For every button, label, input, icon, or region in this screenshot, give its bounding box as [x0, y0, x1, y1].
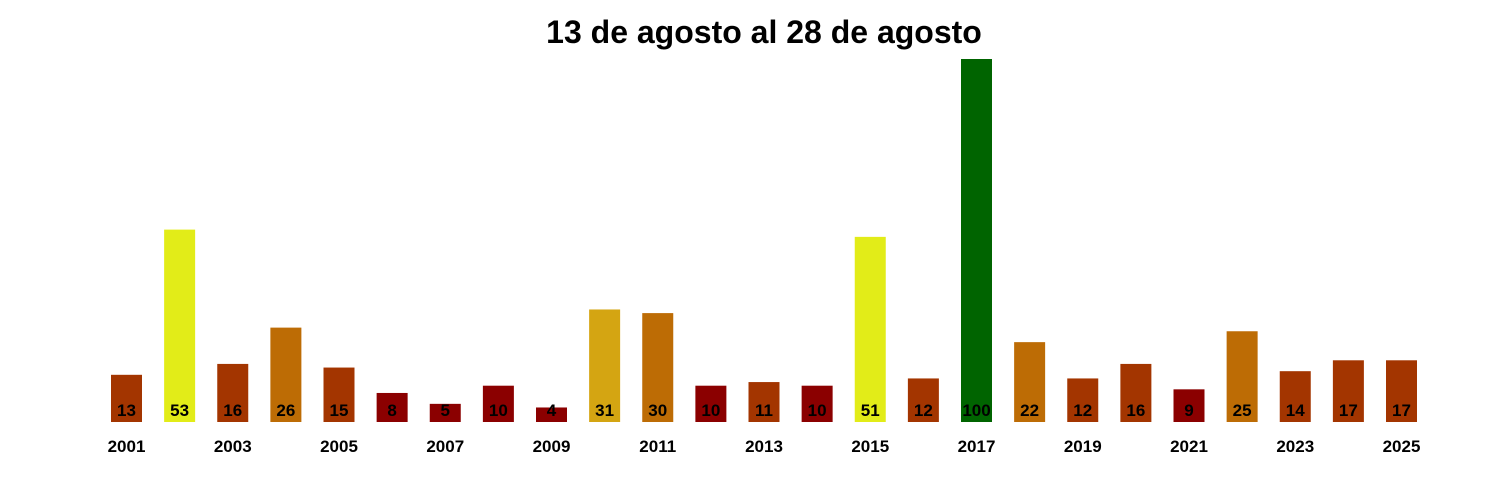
bar-value-label-2014: 10 — [808, 401, 827, 420]
x-tick-label-2025: 2025 — [1383, 437, 1421, 456]
bar-value-label-2012: 10 — [701, 401, 720, 420]
bar-2002 — [164, 229, 196, 422]
bar-2014 — [801, 385, 833, 422]
x-tick-label-2023: 2023 — [1276, 437, 1314, 456]
bar-2010 — [589, 309, 621, 422]
bar-2022 — [1226, 331, 1258, 422]
bar-2008 — [482, 385, 514, 422]
bars-group — [111, 59, 1417, 422]
x-tick-label-2007: 2007 — [426, 437, 464, 456]
bar-2024 — [1332, 360, 1364, 422]
bar-2003 — [217, 363, 249, 422]
bar-2004 — [270, 327, 302, 422]
bar-value-label-2001: 13 — [117, 401, 136, 420]
bar-value-label-2021: 9 — [1184, 401, 1193, 420]
bar-value-label-2018: 22 — [1020, 401, 1039, 420]
x-tick-label-2001: 2001 — [108, 437, 146, 456]
x-tick-label-2011: 2011 — [639, 437, 676, 456]
bar-2016 — [907, 378, 939, 422]
bar-2025 — [1386, 360, 1417, 422]
x-tick-label-2019: 2019 — [1064, 437, 1102, 456]
bar-2019 — [1067, 378, 1099, 422]
bar-value-label-2003: 16 — [223, 401, 242, 420]
bar-2011 — [642, 313, 674, 422]
bar-2007 — [429, 403, 461, 422]
bar-value-label-2017: 100 — [962, 401, 990, 420]
x-tick-label-2017: 2017 — [958, 437, 996, 456]
bar-2001 — [111, 374, 142, 422]
bar-2023 — [1279, 371, 1311, 422]
x-tick-label-2003: 2003 — [214, 437, 252, 456]
x-tick-label-2009: 2009 — [533, 437, 571, 456]
bar-value-label-2011: 30 — [648, 401, 667, 420]
bar-value-label-2020: 16 — [1126, 401, 1145, 420]
bar-value-label-2008: 10 — [489, 401, 508, 420]
bar-2013 — [748, 382, 780, 422]
bar-value-label-2015: 51 — [861, 401, 880, 420]
bar-value-label-2007: 5 — [441, 401, 450, 420]
bar-2005 — [323, 367, 355, 422]
bar-2020 — [1120, 363, 1152, 422]
x-tick-label-2015: 2015 — [851, 437, 889, 456]
bar-value-label-2016: 12 — [914, 401, 933, 420]
bar-value-label-2004: 26 — [276, 401, 295, 420]
x-tick-label-2021: 2021 — [1170, 437, 1208, 456]
bar-value-label-2009: 4 — [547, 401, 557, 420]
chart-title: 13 de agosto al 28 de agosto — [546, 14, 982, 50]
bar-labels-group: 13 53 16 26 15 8 5 10 4 31 30 10 11 10 51 12 100 22 12 16 9 2… — [117, 401, 1411, 420]
bar-value-label-2019: 12 — [1073, 401, 1092, 420]
bar-value-label-2023: 14 — [1286, 401, 1305, 420]
bar-value-label-2013: 11 — [755, 401, 773, 420]
bar-value-label-2024: 17 — [1339, 401, 1358, 420]
bar-value-label-2006: 8 — [387, 401, 396, 420]
bar-2017 — [961, 59, 992, 422]
bar-value-label-2002: 53 — [170, 401, 189, 420]
bar-2015 — [854, 236, 886, 422]
bar-value-label-2025: 17 — [1392, 401, 1411, 420]
bar-value-label-2022: 25 — [1233, 401, 1252, 420]
x-axis-tick-labels: 2001 2003 2005 2007 2009 2011 2013 2015 2017 2019… — [108, 437, 1421, 456]
bar-value-label-2005: 15 — [330, 401, 349, 420]
x-tick-label-2013: 2013 — [745, 437, 783, 456]
bar-2012 — [695, 385, 727, 422]
bar-2021 — [1173, 389, 1205, 422]
x-tick-label-2005: 2005 — [320, 437, 358, 456]
bar-2009 — [536, 407, 567, 422]
bar-2006 — [376, 392, 408, 422]
bar-2018 — [1014, 342, 1046, 422]
bar-value-label-2010: 31 — [595, 401, 614, 420]
